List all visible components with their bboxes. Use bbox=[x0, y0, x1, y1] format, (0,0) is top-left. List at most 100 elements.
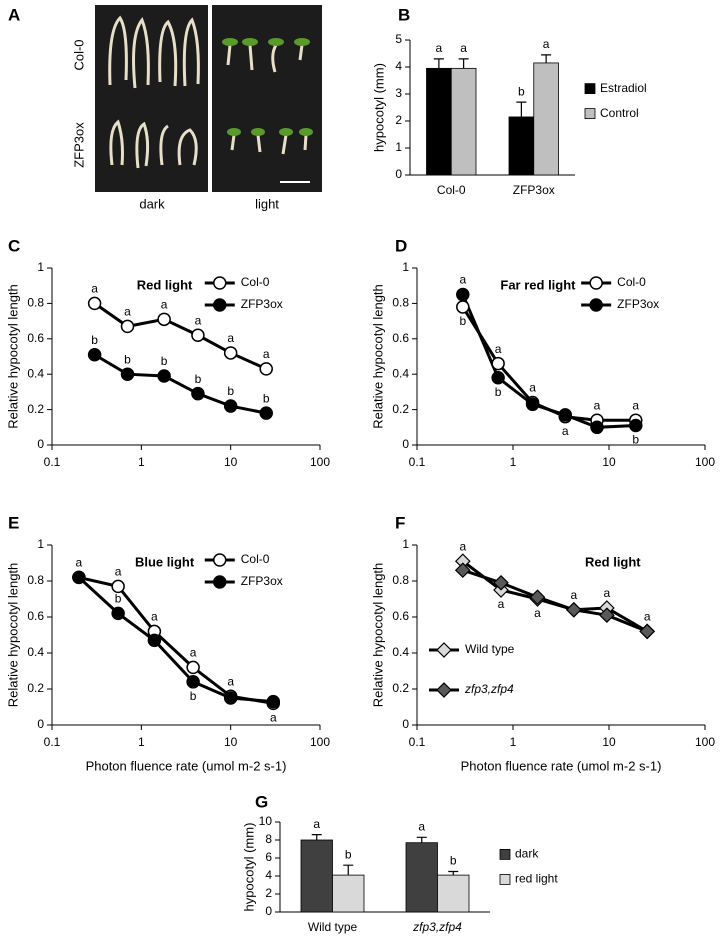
error-bar bbox=[416, 836, 427, 843]
y-axis-label: Relative hypocotyl length bbox=[370, 284, 385, 429]
legend-label: Estradiol bbox=[600, 81, 647, 95]
significance-letter: a bbox=[495, 342, 502, 356]
error-bar bbox=[433, 58, 444, 69]
point bbox=[565, 601, 582, 618]
x-tick-label: 100 bbox=[695, 455, 715, 469]
x-axis-label: Photon fluence rate (umol m-2 s-1) bbox=[461, 758, 662, 773]
legend-marker bbox=[589, 276, 603, 290]
significance-letter: b bbox=[161, 354, 168, 368]
point bbox=[191, 386, 205, 401]
significance-letter: a bbox=[190, 646, 197, 660]
series-line bbox=[78, 575, 274, 705]
y-tick-label: 0.8 bbox=[27, 573, 44, 587]
x-tick-label: Col-0 bbox=[437, 183, 466, 197]
y-tick-label: 0.4 bbox=[27, 645, 44, 659]
y-tick-label: 1 bbox=[395, 140, 402, 154]
legend-marker bbox=[436, 682, 452, 698]
point bbox=[259, 362, 273, 376]
x-tick-label: 10 bbox=[602, 455, 616, 469]
x-tick-label: 1 bbox=[510, 735, 517, 749]
significance-letter: b bbox=[115, 592, 122, 606]
significance-letter: a bbox=[151, 610, 158, 624]
bar bbox=[426, 67, 452, 176]
significance-letter: a bbox=[124, 305, 131, 319]
y-tick-label: 0.2 bbox=[392, 681, 409, 695]
chart-title: Red light bbox=[137, 277, 193, 292]
point bbox=[111, 606, 125, 621]
point bbox=[639, 623, 656, 640]
significance-letter: b bbox=[450, 854, 457, 868]
x-tick-label: 0.1 bbox=[409, 455, 426, 469]
legend-marker bbox=[213, 276, 227, 290]
y-tick-label: 0.8 bbox=[392, 573, 409, 587]
chart-title: Far red light bbox=[500, 277, 576, 292]
point bbox=[87, 347, 102, 362]
legend-marker bbox=[213, 575, 227, 589]
legend-marker bbox=[436, 642, 452, 658]
significance-letter: a bbox=[459, 539, 466, 553]
significance-letter: b bbox=[459, 314, 466, 328]
significance-letter: b bbox=[345, 847, 352, 861]
y-tick-label: 0 bbox=[265, 904, 272, 918]
legend-label: ZFP3ox bbox=[241, 297, 283, 311]
significance-letter: b bbox=[518, 84, 525, 98]
point bbox=[186, 660, 200, 675]
y-tick-label: 4 bbox=[395, 59, 402, 73]
point bbox=[259, 406, 273, 420]
significance-letter: a bbox=[644, 610, 651, 624]
significance-letter: b bbox=[195, 372, 202, 386]
y-tick-label: 0.4 bbox=[27, 366, 44, 380]
point bbox=[223, 691, 238, 705]
panel-label: C bbox=[8, 236, 20, 255]
significance-letter: a bbox=[418, 819, 425, 833]
y-tick-label: 0.8 bbox=[27, 296, 44, 310]
legend-swatch bbox=[584, 108, 596, 119]
legend-label: red light bbox=[515, 872, 558, 886]
y-tick-label: 1 bbox=[37, 537, 44, 551]
y-tick-label: 0 bbox=[37, 717, 44, 731]
x-tick-label: Wild type bbox=[308, 920, 358, 934]
y-axis-label: hypocotyl (mm) bbox=[241, 823, 256, 912]
panel-label: G bbox=[255, 792, 268, 811]
point bbox=[629, 418, 643, 433]
significance-letter: a bbox=[529, 381, 536, 395]
legend-label: ZFP3ox bbox=[617, 297, 659, 311]
panel-a: A Col-0 ZFP3ox dark light bbox=[8, 5, 322, 211]
legend-label: Col-0 bbox=[617, 275, 646, 289]
significance-letter: a bbox=[195, 313, 202, 327]
x-tick-label: zfp3,zfp4 bbox=[412, 920, 462, 934]
point bbox=[120, 319, 135, 334]
legend-label: Col-0 bbox=[241, 552, 270, 566]
error-bar bbox=[458, 58, 469, 69]
significance-letter: a bbox=[562, 424, 569, 438]
x-tick-label: 0.1 bbox=[409, 735, 426, 749]
y-tick-label: 0.8 bbox=[392, 296, 409, 310]
photo-divider bbox=[208, 5, 212, 192]
y-tick-label: 2 bbox=[395, 113, 402, 127]
point bbox=[525, 397, 540, 412]
series-line bbox=[77, 576, 274, 704]
row-label: ZFP3ox bbox=[71, 122, 86, 168]
legend-label: ZFP3ox bbox=[241, 574, 283, 588]
y-tick-label: 0.2 bbox=[27, 681, 44, 695]
y-tick-label: 1 bbox=[402, 260, 409, 274]
y-tick-label: 8 bbox=[265, 832, 272, 846]
y-tick-label: 1 bbox=[402, 537, 409, 551]
significance-letter: a bbox=[263, 347, 270, 361]
y-axis-label: Relative hypocotyl length bbox=[5, 563, 20, 708]
point bbox=[223, 399, 238, 413]
panel-label: D bbox=[395, 236, 407, 255]
significance-letter: a bbox=[436, 41, 443, 55]
bar bbox=[533, 62, 559, 176]
significance-letter: a bbox=[115, 565, 122, 579]
point bbox=[157, 312, 171, 327]
bar bbox=[450, 67, 477, 176]
bar bbox=[405, 842, 438, 913]
y-tick-label: 0 bbox=[402, 437, 409, 451]
legend-marker bbox=[589, 298, 603, 312]
significance-letter: a bbox=[91, 282, 98, 296]
y-tick-label: 0.6 bbox=[27, 331, 44, 345]
point bbox=[147, 633, 162, 648]
x-tick-label: 100 bbox=[310, 455, 330, 469]
error-bar bbox=[343, 864, 354, 876]
